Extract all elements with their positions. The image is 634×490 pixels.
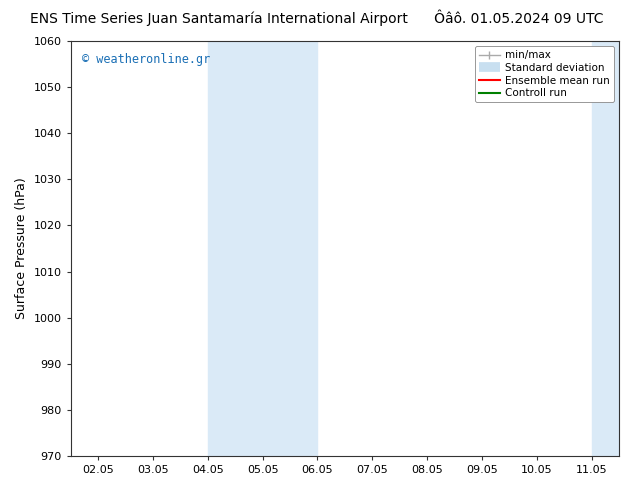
Legend: min/max, Standard deviation, Ensemble mean run, Controll run: min/max, Standard deviation, Ensemble me… bbox=[475, 46, 614, 102]
Text: © weatheronline.gr: © weatheronline.gr bbox=[82, 53, 210, 67]
Y-axis label: Surface Pressure (hPa): Surface Pressure (hPa) bbox=[15, 178, 28, 319]
Text: ENS Time Series Juan Santamaría International Airport      Ôâô. 01.05.2024 09 UT: ENS Time Series Juan Santamaría Internat… bbox=[30, 10, 604, 26]
Bar bbox=[208, 41, 318, 456]
Bar bbox=[592, 41, 634, 456]
